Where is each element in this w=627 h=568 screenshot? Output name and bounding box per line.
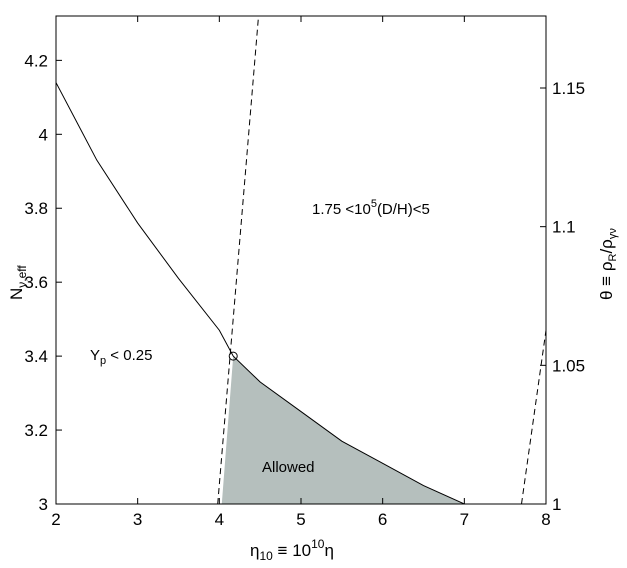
x-tick-label: 5 <box>296 510 305 529</box>
x-tick-label: 3 <box>133 510 142 529</box>
region-layer <box>221 356 463 504</box>
dashed-line-1 <box>217 16 260 504</box>
intersection-marker <box>228 351 238 361</box>
allowed-label: Allowed <box>262 459 315 476</box>
y-left-tick-label: 3.8 <box>24 199 48 218</box>
y-right-tick-label: 1.15 <box>552 79 585 98</box>
dashed-line-2 <box>521 330 546 504</box>
y-left-tick-label: 3.4 <box>24 347 48 366</box>
x-tick-label: 7 <box>460 510 469 529</box>
y-left-tick-label: 3.6 <box>24 273 48 292</box>
solid-curve-0 <box>56 82 465 504</box>
y-axis-left-label: Nν,eff <box>7 265 29 300</box>
yp-annotation: Yp < 0.25 <box>90 347 152 367</box>
x-axis-label: η10 ≡ 1010η <box>250 537 334 563</box>
lines-layer <box>56 16 546 504</box>
x-tick-label: 6 <box>378 510 387 529</box>
ticks-layer: 2 3 4 5 6 7 833.23.43.63.844.211.051.11.15 <box>24 16 585 529</box>
y-right-tick-label: 1.1 <box>552 218 576 237</box>
x-tick-label: 4 <box>215 510 224 529</box>
allowed-region <box>221 356 463 504</box>
y-left-tick-label: 3.2 <box>24 421 48 440</box>
y-left-tick-label: 3 <box>39 495 48 514</box>
y-right-tick-label: 1.05 <box>552 356 585 375</box>
y-left-tick-label: 4.2 <box>24 51 48 70</box>
y-right-tick-label: 1 <box>552 495 561 514</box>
x-tick-label: 8 <box>541 510 550 529</box>
y-axis-right-label: θ ≡ ρR/ργν <box>597 228 619 300</box>
dh-annotation: 1.75 <105(D/H)<5 <box>312 198 430 218</box>
y-left-tick-label: 4 <box>39 125 48 144</box>
plot-frame <box>55 15 547 505</box>
x-tick-label: 2 <box>51 510 60 529</box>
